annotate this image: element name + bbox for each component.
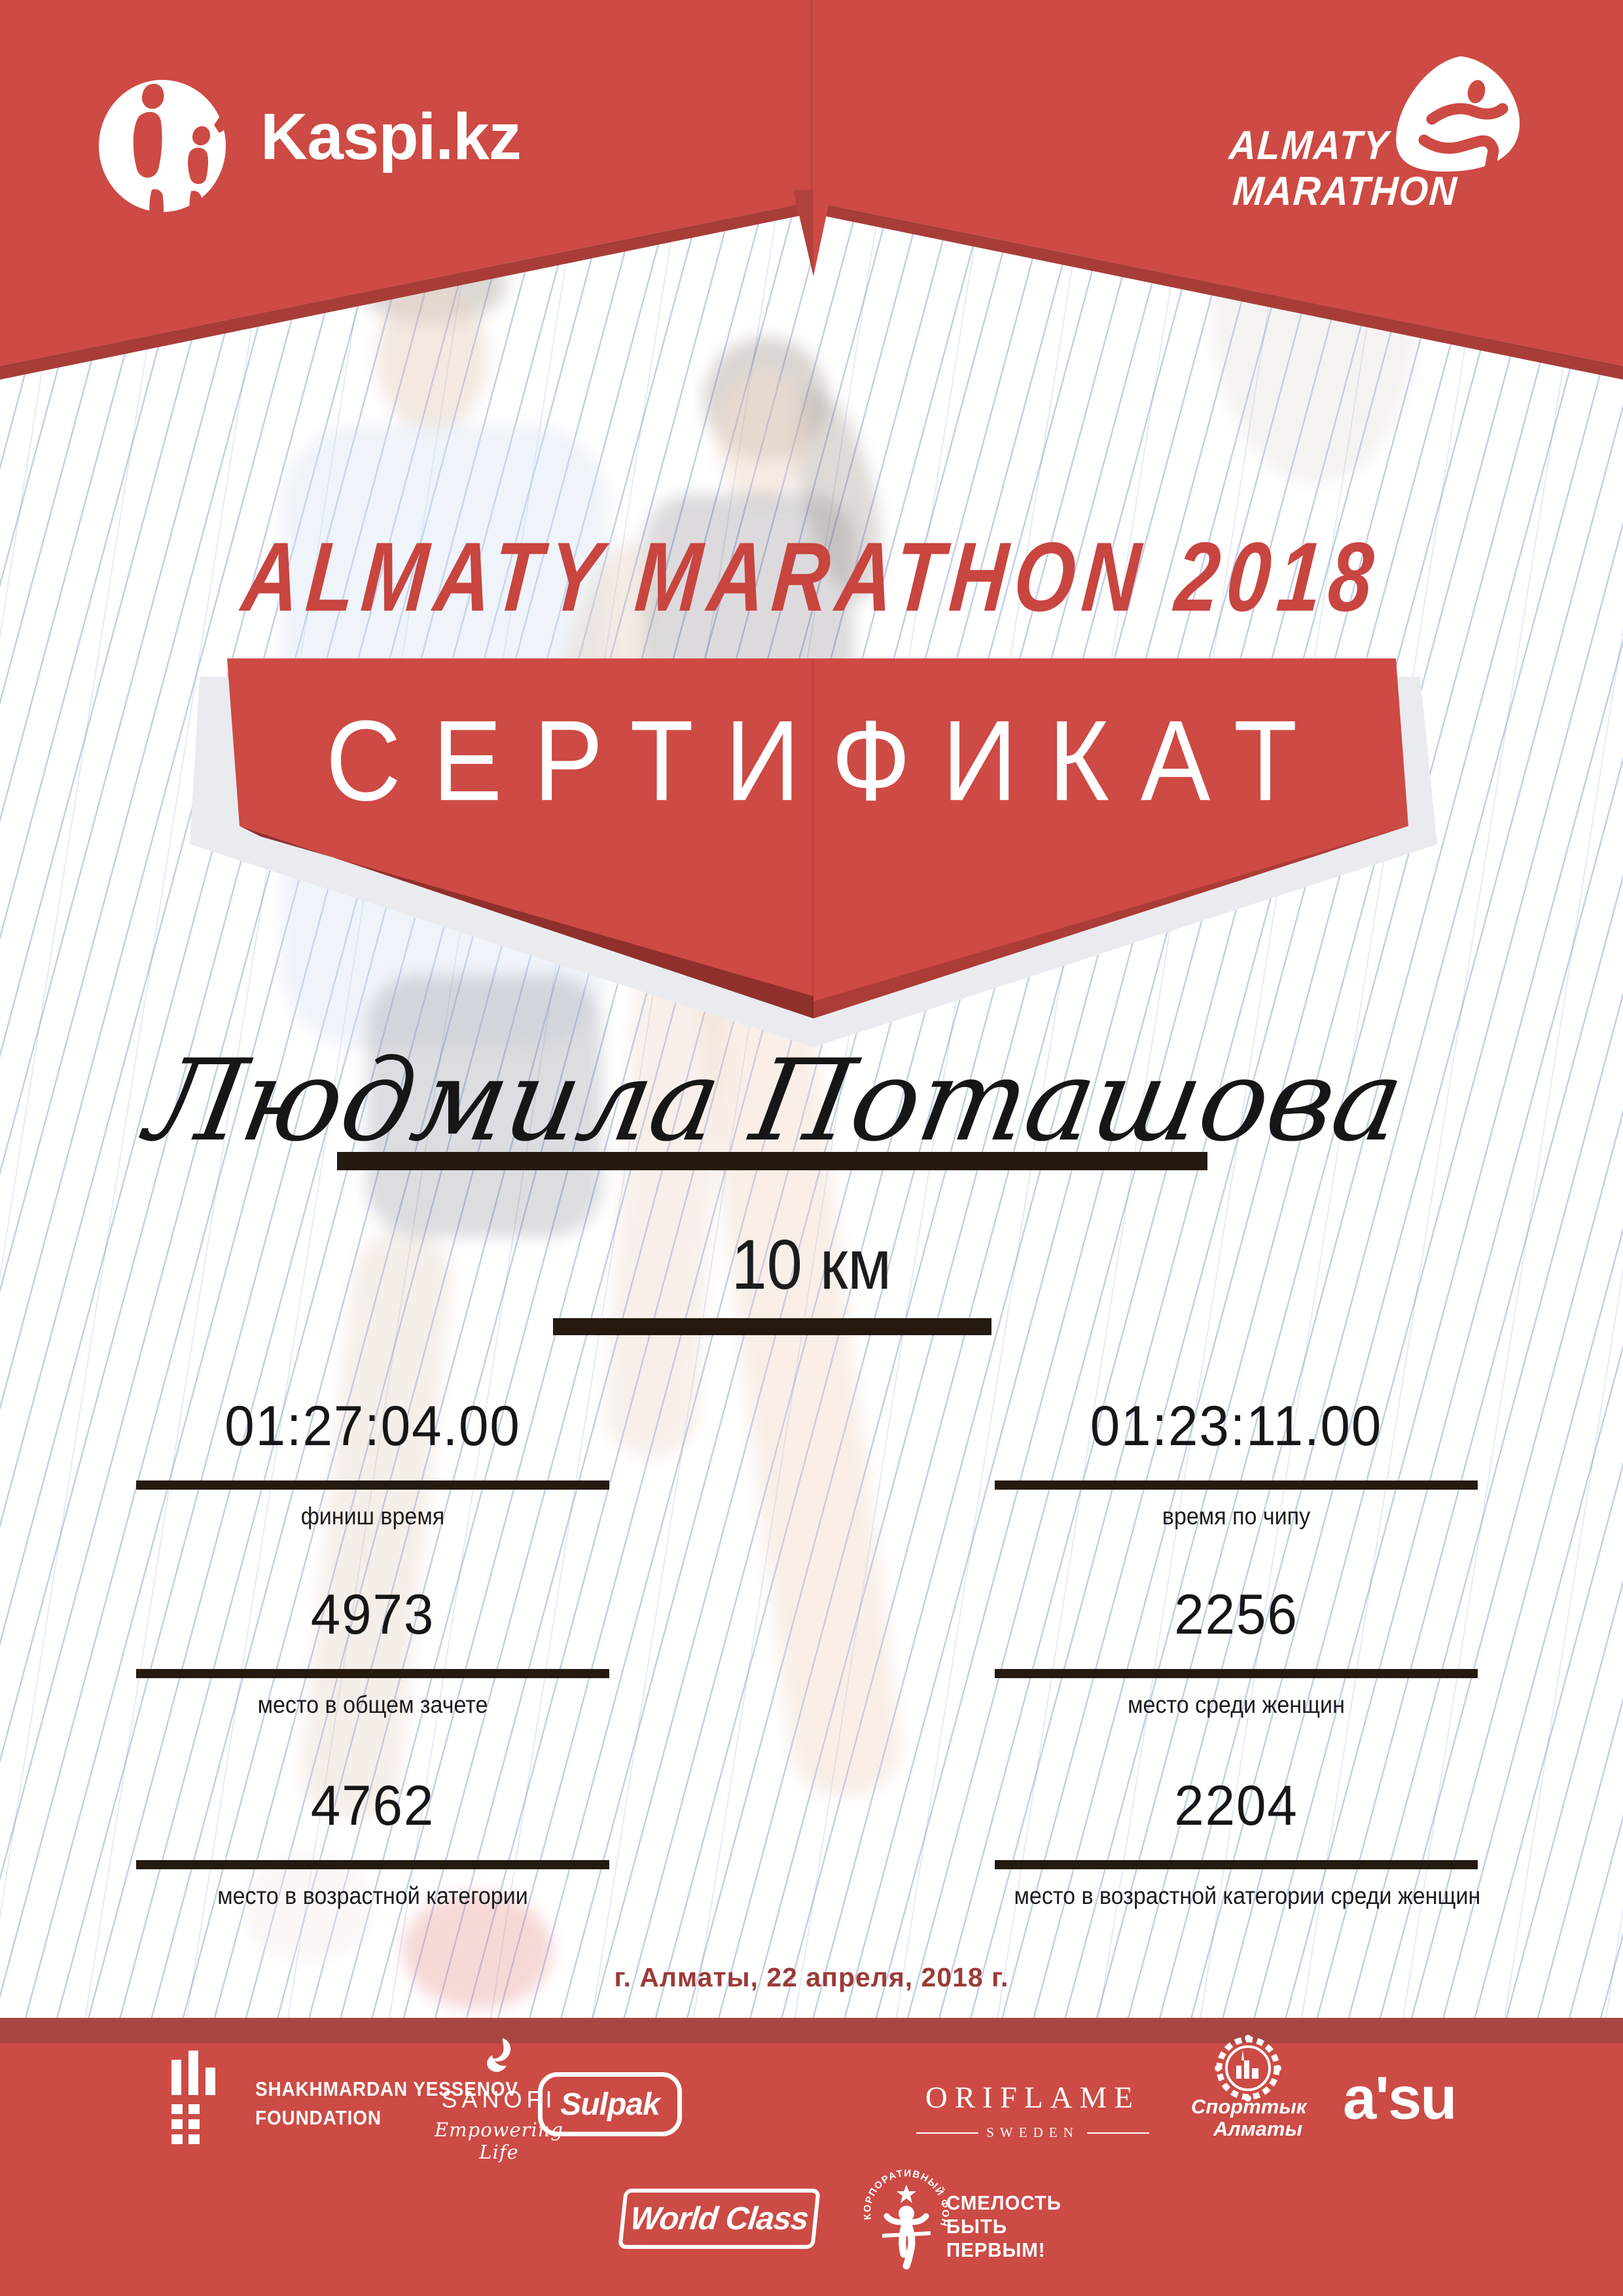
distance-underline bbox=[553, 1318, 991, 1335]
result-underline bbox=[136, 1480, 609, 1490]
result-value: 4973 bbox=[310, 1583, 435, 1646]
world-class-label: World Class bbox=[628, 2201, 810, 2236]
footer-shadow-strip bbox=[0, 2018, 1623, 2043]
result-underline bbox=[995, 1669, 1478, 1678]
fund-tagline-line1: СМЕЛОСТЬ bbox=[946, 2191, 1061, 2214]
result-chip-time: 01:23:11.00 время по чипу bbox=[995, 1398, 1478, 1528]
yessenov-line1: SHAKHMARDAN YESSENOV bbox=[255, 2077, 518, 2100]
result-women-place: 2256 место среди женщин bbox=[995, 1587, 1478, 1717]
sulpak-label: Sulpak bbox=[560, 2087, 660, 2122]
distance-value: 10 км bbox=[731, 1225, 892, 1304]
almaty-marathon-icon bbox=[1396, 56, 1520, 185]
result-underline bbox=[995, 1480, 1478, 1490]
oriflame-sweden-label: SWEDEN bbox=[986, 2125, 1079, 2140]
name-underline bbox=[337, 1152, 1207, 1170]
result-label: место среди женщин bbox=[1128, 1691, 1345, 1718]
sportyk-line2: Алматы bbox=[1213, 2117, 1302, 2140]
result-overall-place: 4973 место в общем зачете bbox=[136, 1587, 609, 1717]
oriflame-label: ORIFLAME bbox=[925, 2081, 1141, 2115]
sanofi-tagline: Empowering Life bbox=[434, 2119, 564, 2163]
result-age-category-women-place: 2204 место в возрастной категории среди … bbox=[995, 1774, 1481, 1909]
result-finish-time: 01:27:04.00 финиш время bbox=[136, 1398, 609, 1528]
result-label: время по чипу bbox=[1162, 1503, 1311, 1530]
world-class-logo: World Class bbox=[618, 2189, 821, 2249]
yessenov-line2: FOUNDATION bbox=[255, 2106, 382, 2129]
yessenov-foundation-icon bbox=[171, 2051, 230, 2144]
result-value: 2204 bbox=[1174, 1774, 1298, 1837]
asu-logo: a'su bbox=[1343, 2065, 1457, 2132]
participant-name: Людмила Поташова bbox=[138, 1035, 1414, 1166]
result-underline bbox=[136, 1669, 609, 1678]
sanofi-logo: SANOFI Empowering Life bbox=[419, 2037, 579, 2163]
kaspi-icon bbox=[99, 80, 233, 236]
result-label: место в общем зачете bbox=[257, 1691, 488, 1718]
result-underline bbox=[136, 1860, 609, 1869]
sanofi-bird-icon bbox=[487, 2038, 511, 2072]
kaspi-logo-text: Kaspi.kz bbox=[260, 100, 522, 173]
certificate-ribbon bbox=[190, 658, 1437, 1047]
certificate-label: СЕРТИФИКАТ bbox=[325, 696, 1329, 825]
fund-tagline-line3: ПЕРВЫМ! bbox=[946, 2238, 1046, 2261]
result-label: место в возрастной категории среди женщи… bbox=[1014, 1882, 1481, 1909]
sportyk-almaty-label: Спорттык Алматы bbox=[1191, 2095, 1307, 2140]
sportyk-almaty-emblem bbox=[1215, 2035, 1281, 2102]
sportyk-line1: Спорттык bbox=[1191, 2095, 1307, 2118]
result-underline bbox=[995, 1860, 1478, 1869]
fund-tagline: СМЕЛОСТЬ БЫТЬ ПЕРВЫМ! bbox=[946, 2191, 1061, 2262]
result-value: 01:23:11.00 bbox=[1090, 1395, 1383, 1458]
fund-tagline-line2: БЫТЬ bbox=[946, 2215, 1007, 2238]
result-value: 4762 bbox=[310, 1774, 435, 1837]
sulpak-logo: Sulpak bbox=[538, 2072, 682, 2136]
top-banner bbox=[0, 0, 1623, 380]
result-label: финиш время bbox=[300, 1503, 445, 1530]
result-label: место в возрастной категории bbox=[217, 1882, 528, 1909]
oriflame-logo: ORIFLAME SWEDEN bbox=[916, 2080, 1149, 2141]
result-age-category-place: 4762 место в возрастной категории bbox=[136, 1778, 609, 1908]
result-value: 01:27:04.00 bbox=[224, 1395, 521, 1458]
sponsors-footer bbox=[0, 2043, 1623, 2296]
yessenov-foundation-label: SHAKHMARDAN YESSENOV FOUNDATION bbox=[255, 2079, 518, 2128]
corporate-fund-logo: КОРПОРАТИВНЫЙ ФОНД bbox=[864, 2160, 949, 2270]
sanofi-label: SANOFI bbox=[441, 2086, 557, 2113]
result-value: 2256 bbox=[1174, 1583, 1298, 1646]
date-location: г. Алматы, 22 апреля, 2018 г. bbox=[614, 1962, 1009, 1992]
